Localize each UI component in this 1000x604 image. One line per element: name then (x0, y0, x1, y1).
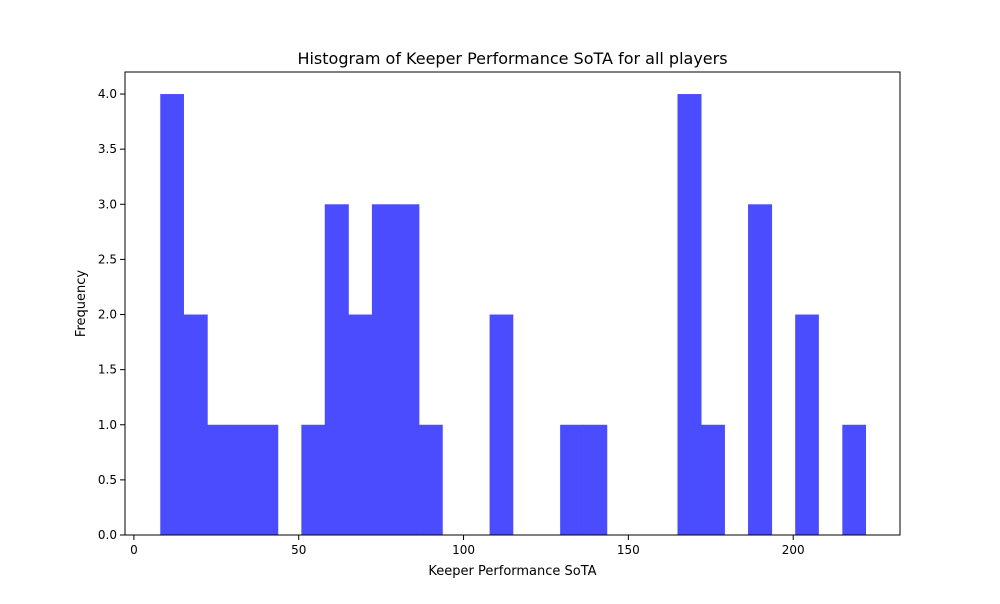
histogram-bar (254, 424, 279, 535)
histogram-bar (324, 204, 349, 536)
histogram-bar (419, 424, 443, 535)
y-axis-ticks: 0.0 0.5 1.0 1.5 2.0 2.5 3.0 3.5 4.0 (98, 87, 125, 542)
histogram-bar (207, 424, 232, 535)
y-tick-label: 3.0 (98, 197, 117, 211)
x-tick-label: 200 (782, 543, 805, 557)
x-axis-label: Keeper Performance SoTA (428, 564, 596, 579)
bars-group (160, 94, 867, 536)
x-tick-label: 50 (291, 543, 306, 557)
y-tick-label: 2.5 (98, 252, 117, 266)
histogram-bar (701, 424, 725, 535)
y-tick-label: 3.5 (98, 142, 117, 156)
y-tick-label: 4.0 (98, 87, 117, 101)
histogram-bar (560, 424, 584, 535)
histogram-bar (583, 424, 608, 535)
y-tick-label: 1.5 (98, 363, 117, 377)
y-tick-label: 0.5 (98, 473, 117, 487)
histogram-bar (489, 314, 514, 535)
histogram-bar (183, 314, 208, 535)
x-tick-label: 0 (130, 543, 138, 557)
x-tick-label: 100 (452, 543, 475, 557)
y-tick-label: 2.0 (98, 308, 117, 322)
histogram-bar (348, 314, 373, 535)
plot-frame (124, 71, 901, 536)
histogram-bar (395, 204, 420, 536)
histogram-bar (371, 204, 396, 536)
y-tick-label: 1.0 (98, 418, 117, 432)
y-axis-label: Frequency (74, 270, 89, 337)
histogram-bar (677, 94, 702, 536)
histogram-bar (842, 424, 867, 535)
chart-title: Histogram of Keeper Performance SoTA for… (297, 49, 727, 68)
histogram-bar (795, 314, 819, 535)
histogram-bar (748, 204, 773, 536)
x-axis-ticks: 0 50 100 150 200 (130, 535, 805, 557)
x-tick-label: 150 (617, 543, 640, 557)
histogram-bar (230, 424, 255, 535)
histogram-bar (301, 424, 326, 535)
histogram-bar (160, 94, 184, 536)
y-tick-label: 0.0 (98, 528, 117, 542)
